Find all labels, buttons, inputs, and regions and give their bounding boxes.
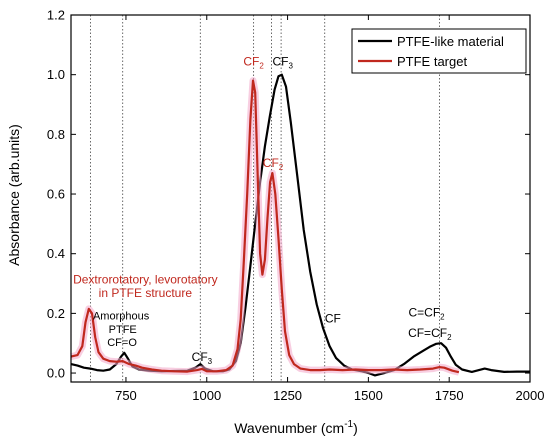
x-tick-label: 1000: [192, 388, 221, 403]
annotation-subscript: 2: [279, 163, 284, 172]
annotation-label: CF3: [272, 55, 293, 71]
y-tick-label: 0.2: [47, 306, 65, 321]
axis-ticks: 750 1000 1250 1500 1750 2000 0.0 0.2 0.4 0.6 0.8 1.…: [47, 8, 545, 404]
annotation-text: CF=CF: [408, 326, 447, 340]
annotation-label: PTFE: [109, 324, 137, 336]
plot-frame: [70, 14, 531, 383]
y-tick-label: 0.8: [47, 127, 65, 142]
x-axis-title-main: Wavenumber (cm: [234, 420, 344, 436]
y-axis-title: Absorbance (arb.units): [6, 124, 22, 266]
annotation-label: CF=CF2: [408, 326, 452, 342]
x-tick-label: 1250: [273, 388, 302, 403]
annotation-text: C=CF: [409, 305, 441, 319]
annotation-label: Amorphous: [93, 310, 150, 322]
annotation-label: CF2: [263, 156, 284, 172]
x-tick-label: 750: [115, 388, 137, 403]
x-tick-label: 2000: [516, 388, 545, 403]
annotation-label: CF3: [192, 350, 213, 366]
annotation-label: CF2: [243, 55, 264, 71]
annotation-text: CF=O: [107, 337, 137, 349]
y-tick-label: 1.2: [47, 8, 65, 23]
x-tick-label: 1500: [354, 388, 383, 403]
y-tick-label: 0.6: [47, 187, 65, 202]
annotation-text: CF: [243, 55, 259, 69]
annotation-subscript: 2: [259, 62, 264, 71]
legend-label-ptfe-like: PTFE-like material: [397, 34, 504, 49]
annotation-subscript: 2: [440, 312, 445, 321]
annotation-label: in PTFE structure: [99, 286, 193, 300]
annotation-text: CF: [263, 156, 279, 170]
series-line-ptfe-target: [70, 79, 460, 374]
annotation-text: in PTFE structure: [99, 286, 193, 300]
annotation-text: PTFE: [109, 324, 137, 336]
annotation-label: CF: [325, 311, 341, 325]
legend-label-ptfe-target: PTFE target: [397, 54, 467, 69]
x-axis-title-sup: -1: [344, 419, 353, 430]
annotation-text: Amorphous: [93, 310, 150, 322]
annotation-text: Dextrorotatory, levorotatory: [73, 273, 218, 287]
annotation-subscript: 3: [288, 62, 293, 71]
series-line-ptfe-like-material: [70, 73, 530, 377]
y-tick-label: 0.0: [47, 366, 65, 381]
legend-box: [351, 28, 527, 74]
annotation-text: CF: [325, 311, 341, 325]
x-axis-title-end: ): [353, 420, 358, 436]
annotation-text: CF: [192, 350, 208, 364]
y-tick-label: 1.0: [47, 67, 65, 82]
annotation-label: CF=O: [107, 337, 137, 349]
annotation-label: C=CF2: [409, 305, 446, 321]
y-tick-label: 0.4: [47, 246, 65, 261]
annotation-label: Dextrorotatory, levorotatory: [73, 273, 218, 287]
legend: PTFE-like material PTFE target: [351, 28, 527, 74]
series-layer: [70, 73, 530, 377]
x-tick-label: 1750: [435, 388, 464, 403]
x-axis-title: Wavenumber (cm-1): [234, 419, 358, 436]
annotation-text: CF: [272, 55, 288, 69]
annotation-subscript: 3: [208, 357, 213, 366]
annotation-subscript: 2: [447, 333, 452, 342]
